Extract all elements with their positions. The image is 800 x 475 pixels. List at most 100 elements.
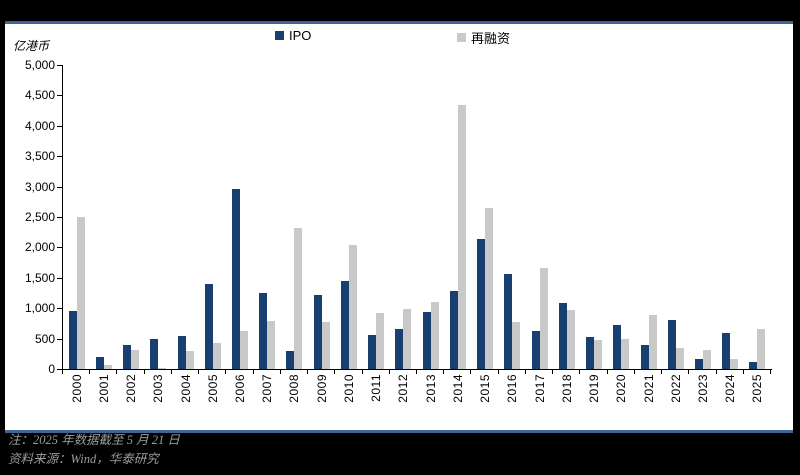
- bar-group-2017: [526, 65, 553, 369]
- x-tick-mark: [62, 370, 63, 374]
- y-tick-label-3500: 3,500: [24, 149, 55, 163]
- bar-ipo-2003: [150, 339, 159, 369]
- bar-group-2011: [363, 65, 390, 369]
- bar-refi-2023: [703, 350, 711, 369]
- x-tick-cell-2004: 2004: [172, 374, 199, 416]
- x-tick-cell-2014: 2014: [444, 374, 471, 416]
- x-tick-cell-2024: 2024: [717, 374, 744, 416]
- bar-group-2007: [254, 65, 281, 369]
- x-tick-cell-2002: 2002: [117, 374, 144, 416]
- x-tick-label-2018: 2018: [559, 374, 574, 403]
- bar-ipo-2018: [558, 303, 567, 369]
- x-tick-cell-2006: 2006: [226, 374, 253, 416]
- y-tick-label-500: 500: [34, 332, 55, 346]
- y-tick-label-3000: 3,000: [24, 180, 55, 194]
- bar-ipo-2010: [340, 281, 349, 369]
- x-tick-cell-2025: 2025: [744, 374, 771, 416]
- x-tick-label-2023: 2023: [696, 374, 710, 403]
- x-tick-mark: [634, 370, 635, 374]
- bar-group-2025: [744, 65, 771, 369]
- x-tick-label-2001: 2001: [96, 374, 111, 403]
- x-tick-mark: [253, 370, 254, 374]
- bar-refi-2003: [158, 368, 167, 369]
- x-axis-labels: 2000 2001 2002 2003 2004 2005 2006 2007 2008 2009…: [63, 374, 771, 416]
- bar-refi-2008: [294, 228, 303, 369]
- bar-group-2020: [608, 65, 635, 369]
- x-tick-mark: [389, 370, 390, 374]
- x-tick-cell-2007: 2007: [254, 374, 281, 416]
- bar-group-2000: [63, 65, 90, 369]
- y-tick-label-4000: 4,000: [24, 119, 55, 133]
- bar-group-2005: [199, 65, 226, 369]
- x-tick-label-2002: 2002: [124, 374, 139, 403]
- bar-refi-2015: [485, 208, 494, 369]
- bar-refi-2006: [240, 331, 249, 369]
- bar-refi-2017: [539, 268, 548, 369]
- x-tick-mark: [198, 370, 199, 374]
- y-tick-label-2500: 2,500: [24, 210, 55, 224]
- bar-refi-2021: [648, 315, 657, 369]
- bar-refi-2009: [321, 322, 330, 369]
- x-tick-mark: [552, 370, 553, 374]
- bar-group-2016: [499, 65, 526, 369]
- x-tick-label-2005: 2005: [205, 374, 220, 403]
- x-tick-label-2012: 2012: [396, 374, 411, 403]
- x-tick-label-2014: 2014: [450, 374, 465, 403]
- plot-area: [63, 65, 771, 369]
- x-tick-mark: [498, 370, 499, 374]
- bar-ipo-2022: [667, 320, 676, 369]
- x-tick-mark: [661, 370, 662, 374]
- bar-ipo-2015: [477, 239, 486, 369]
- y-tick-mark: [57, 65, 62, 66]
- footnote-note: 注：2025 年数据截至 5 月 21 日: [8, 433, 180, 447]
- bar-refi-2012: [403, 309, 412, 369]
- x-tick-cell-2017: 2017: [526, 374, 553, 416]
- bar-group-2014: [444, 65, 471, 369]
- y-tick-label-0: 0: [48, 362, 55, 376]
- x-tick-mark: [579, 370, 580, 374]
- x-tick-label-2017: 2017: [532, 374, 547, 403]
- x-tick-cell-2008: 2008: [281, 374, 308, 416]
- bar-group-2013: [417, 65, 444, 369]
- x-tick-mark: [307, 370, 308, 374]
- bar-ipo-2004: [177, 336, 186, 369]
- y-tick-mark: [57, 217, 62, 218]
- x-tick-cell-2019: 2019: [580, 374, 607, 416]
- x-tick-mark: [225, 370, 226, 374]
- x-tick-mark: [443, 370, 444, 374]
- bar-refi-2001: [103, 365, 112, 369]
- refi-swatch-icon: [457, 33, 466, 42]
- x-tick-label-2007: 2007: [260, 374, 275, 403]
- x-tick-cell-2018: 2018: [553, 374, 580, 416]
- y-tick-mark: [57, 308, 62, 309]
- x-tick-mark: [116, 370, 117, 374]
- x-tick-label-2008: 2008: [287, 374, 302, 403]
- bar-ipo-2005: [204, 284, 213, 369]
- x-tick-label-2022: 2022: [668, 374, 683, 403]
- bar-ipo-2013: [422, 312, 431, 369]
- y-tick-label-2000: 2,000: [24, 240, 55, 254]
- x-tick-label-2021: 2021: [641, 374, 656, 403]
- y-tick-mark: [57, 126, 62, 127]
- y-tick-label-4500: 4,500: [24, 88, 55, 102]
- chart-panel: 亿港币 IPO 再融资 2000 2001 2002 2003 2004 2005 2006…: [5, 21, 793, 433]
- y-tick-mark: [57, 247, 62, 248]
- x-tick-mark: [716, 370, 717, 374]
- bar-group-2009: [308, 65, 335, 369]
- bar-refi-2011: [376, 313, 385, 369]
- bar-refi-2013: [430, 302, 439, 369]
- x-tick-label-2015: 2015: [478, 374, 493, 403]
- x-tick-cell-2022: 2022: [662, 374, 689, 416]
- bar-refi-2020: [621, 339, 630, 369]
- x-axis-line: [62, 369, 772, 370]
- x-tick-mark: [607, 370, 608, 374]
- bar-ipo-2021: [640, 345, 649, 369]
- x-tick-mark: [89, 370, 90, 374]
- bar-ipo-2002: [123, 345, 132, 369]
- bar-refi-2022: [675, 348, 684, 369]
- x-tick-mark: [144, 370, 145, 374]
- bar-group-2022: [662, 65, 689, 369]
- x-tick-mark: [525, 370, 526, 374]
- x-tick-mark: [743, 370, 744, 374]
- bar-ipo-2017: [531, 331, 540, 369]
